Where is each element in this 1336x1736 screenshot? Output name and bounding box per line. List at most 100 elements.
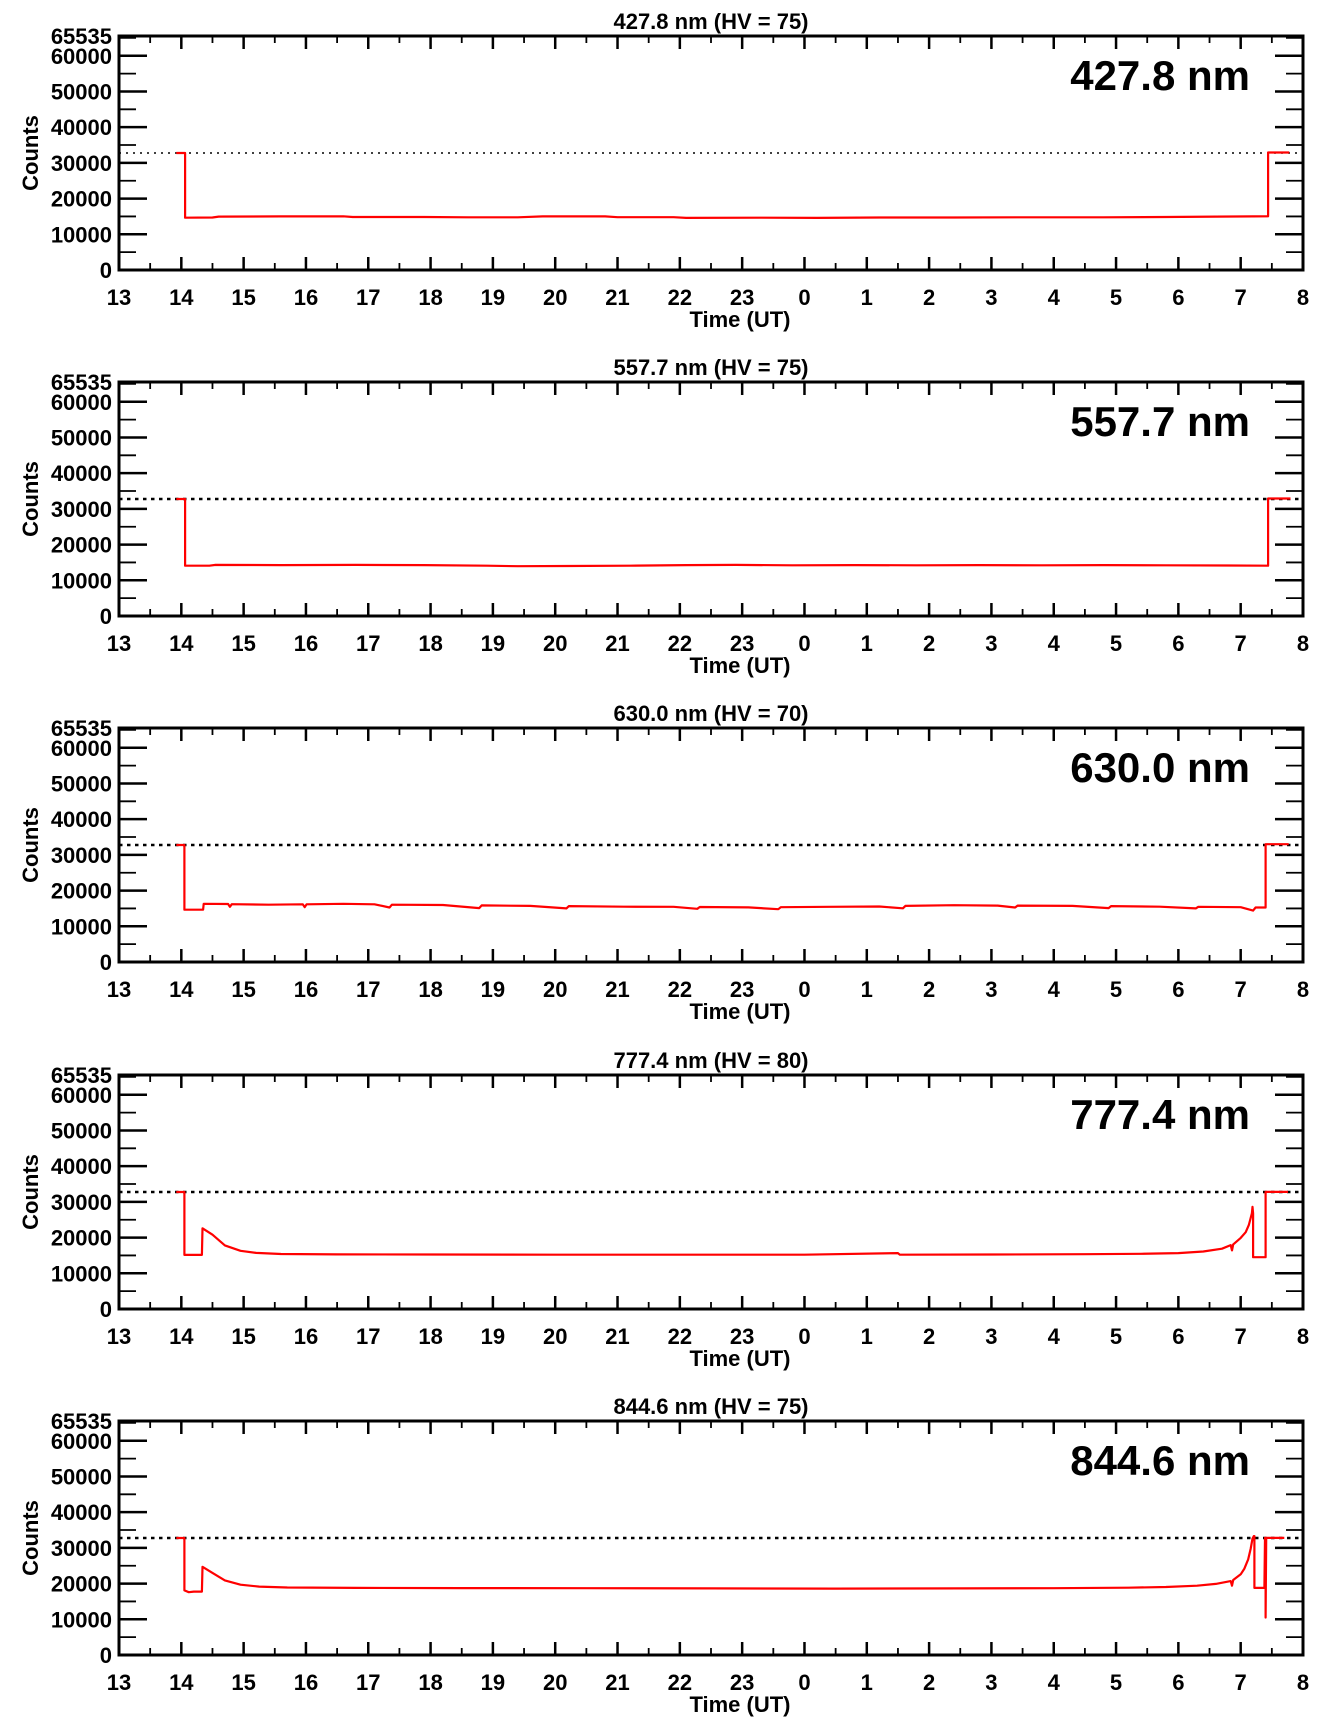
counts-axis-label: Counts [18,115,43,191]
y-tick-label: 60000 [51,736,112,761]
x-tick-label: 13 [107,285,131,310]
x-tick-label: 6 [1172,1670,1184,1695]
x-tick-label: 18 [418,1324,442,1349]
y-tick-label: 40000 [51,808,112,833]
plot-canvas-427.8-nm: 427.8 nm (HV = 75)427.8 nmCounts01000020… [18,9,1309,332]
x-tick-label: 15 [231,1670,255,1695]
counts-axis-label: Counts [18,1500,43,1576]
x-tick-label: 5 [1110,1670,1122,1695]
panel-844.6-nm: 844.6 nm (HV = 75) 844.6 nm Counts 0 10000 20… [0,1384,1336,1731]
x-tick-label: 20 [543,285,567,310]
y-tick-label: 10000 [51,1261,112,1286]
x-tick-label: 4 [1048,1324,1061,1349]
x-tick-label: 16 [294,1670,318,1695]
x-tick-label: 13 [107,1324,131,1349]
y-tick-label: 65535 [51,716,112,741]
counts-axis-label: Counts [18,1154,43,1230]
y-tick-label: 50000 [51,1464,112,1489]
plot-canvas-557.7-nm: 557.7 nm (HV = 75)557.7 nmCounts01000020… [18,355,1309,678]
y-tick-label: 30000 [51,843,112,868]
x-tick-label: 5 [1110,977,1122,1002]
data-line-844.6-nm [176,1534,1285,1619]
y-tick-label: 50000 [51,426,112,451]
data-line-777.4-nm [176,1190,1288,1258]
x-tick-label: 4 [1048,977,1061,1002]
x-tick-label: 20 [543,1670,567,1695]
x-tick-label: 4 [1048,285,1061,310]
y-tick-label: 60000 [51,44,112,69]
time-axis-label: Time (UT) [689,999,790,1024]
x-tick-label: 7 [1235,285,1247,310]
y-tick-label: 0 [100,258,112,283]
x-tick-label: 14 [169,1324,194,1349]
x-tick-label: 22 [668,977,692,1002]
x-tick-label: 17 [356,1324,380,1349]
x-tick-label: 19 [481,1324,505,1349]
y-tick-label: 50000 [51,772,112,797]
x-tick-label: 2 [923,631,935,656]
x-tick-label: 21 [605,1670,629,1695]
x-tick-label: 0 [798,631,810,656]
y-tick-label: 0 [100,604,112,629]
x-tick-label: 16 [294,1324,318,1349]
y-tick-label: 0 [100,1297,112,1322]
y-tick-label: 20000 [51,1225,112,1250]
x-tick-label: 21 [605,631,629,656]
data-line-630.0-nm [176,843,1289,913]
x-tick-label: 0 [798,285,810,310]
axis-ticks [117,1420,1305,1657]
x-tick-label: 18 [418,631,442,656]
x-tick-label: 16 [294,977,318,1002]
x-tick-label: 22 [668,1324,692,1349]
axis-ticks [117,382,1305,618]
x-tick-label: 8 [1297,1670,1309,1695]
x-tick-label: 22 [668,1670,692,1695]
x-tick-label: 21 [605,1324,629,1349]
y-tick-label: 10000 [51,915,112,940]
panel-630.0-nm: 630.0 nm (HV = 70) 630.0 nm Counts 0 10000 20… [0,692,1336,1039]
x-tick-label: 14 [169,977,194,1002]
x-tick-label: 15 [231,1324,255,1349]
x-tick-label: 17 [356,285,380,310]
x-tick-label: 21 [605,285,629,310]
x-tick-label: 7 [1235,1324,1247,1349]
x-tick-label: 22 [668,631,692,656]
y-tick-label: 20000 [51,1571,112,1596]
y-tick-label: 65535 [51,370,112,395]
x-tick-label: 8 [1297,977,1309,1002]
x-tick-label: 1 [861,1324,873,1349]
y-tick-label: 50000 [51,79,112,104]
plot-canvas-844.6-nm: 844.6 nm (HV = 75)844.6 nmCounts01000020… [18,1394,1309,1717]
x-tick-label: 18 [418,1670,442,1695]
time-axis-label: Time (UT) [689,307,790,332]
wavelength-label: 557.7 nm [1070,398,1250,445]
y-tick-label: 50000 [51,1118,112,1143]
y-tick-label: 30000 [51,1189,112,1214]
x-tick-label: 15 [231,977,255,1002]
wavelength-label: 427.8 nm [1070,52,1250,99]
x-tick-label: 21 [605,977,629,1002]
x-tick-label: 6 [1172,285,1184,310]
panel-title: 844.6 nm (HV = 75) [613,1394,808,1419]
x-tick-label: 20 [543,1324,567,1349]
x-tick-label: 3 [985,1670,997,1695]
x-tick-label: 19 [481,285,505,310]
x-tick-label: 22 [668,285,692,310]
x-tick-label: 1 [861,285,873,310]
x-tick-label: 18 [418,285,442,310]
x-tick-label: 7 [1235,977,1247,1002]
panel-title: 630.0 nm (HV = 70) [613,701,808,726]
x-tick-label: 15 [231,285,255,310]
x-tick-label: 0 [798,1670,810,1695]
y-tick-label: 20000 [51,879,112,904]
x-tick-label: 23 [730,977,754,1002]
y-tick-label: 60000 [51,390,112,415]
x-tick-label: 23 [730,631,754,656]
panel-title: 557.7 nm (HV = 75) [613,355,808,380]
x-tick-label: 2 [923,977,935,1002]
axis-ticks [117,728,1305,964]
y-tick-label: 40000 [51,1500,112,1525]
counts-axis-label: Counts [18,808,43,884]
x-tick-label: 0 [798,977,810,1002]
x-tick-label: 4 [1048,631,1061,656]
